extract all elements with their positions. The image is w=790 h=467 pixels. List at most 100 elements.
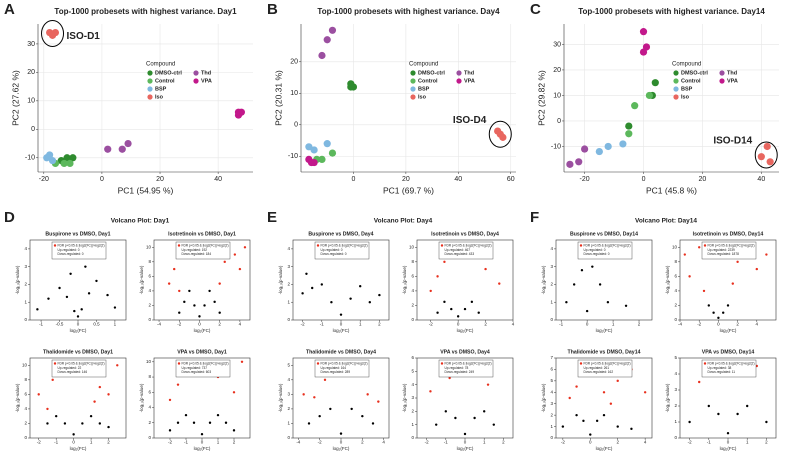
y-tick-label: 2 (674, 403, 677, 408)
y-tick-label: 2 (411, 409, 414, 414)
x-axis-label: log₂(FC) (194, 446, 211, 451)
x-tick-label: 60 (507, 176, 515, 183)
legend-swatch (456, 70, 462, 76)
point (89, 414, 93, 418)
legend-label: FDR p<0.05 & |log2(FC)|>log2(2) (58, 361, 105, 365)
point (198, 315, 201, 318)
x-tick-label: 1 (612, 322, 615, 327)
point (176, 421, 180, 424)
y-tick-label: 6 (148, 274, 151, 279)
y-tick-label: 0 (148, 435, 151, 440)
legend-box (175, 241, 231, 260)
annotation: ISO-D4 (453, 115, 487, 126)
point (470, 300, 474, 304)
legend-box (314, 241, 370, 260)
point (746, 404, 749, 408)
point (46, 407, 49, 411)
y-tick-label: 6 (550, 367, 553, 372)
x-axis-label: log₂(FC) (720, 328, 737, 333)
legend-note: Up-regulated: 192 (182, 248, 208, 252)
legend-swatch (673, 94, 679, 100)
point (80, 308, 83, 311)
x-tick-label: 1 (90, 440, 93, 445)
point (216, 413, 220, 417)
y-tick-label: 2 (287, 282, 290, 287)
legend-label: DMSO-ctrl (681, 70, 708, 76)
y-axis-label: PC2 (27.62 %) (10, 70, 20, 126)
point (213, 300, 216, 304)
point (60, 159, 68, 168)
point (188, 289, 191, 293)
y-tick-label: 0 (557, 118, 561, 125)
point (731, 282, 734, 285)
y-tick-label: 3 (674, 387, 677, 392)
point (585, 309, 589, 313)
y-axis-label: -log₁₀(p-value) (139, 265, 144, 294)
point (688, 275, 691, 278)
y-axis-label: -log₁₀(p-value) (541, 265, 546, 294)
panel-label: E (267, 209, 277, 226)
y-tick-label: 5 (287, 362, 290, 367)
legend-swatch (410, 86, 416, 92)
legend-note: Down-regulated: 249 (445, 370, 475, 374)
x-tick-label: -2 (301, 322, 305, 327)
y-tick-label: 5 (411, 369, 414, 374)
point (630, 427, 633, 431)
legend-title: Compound (409, 62, 438, 68)
point (36, 308, 39, 311)
point (37, 393, 40, 396)
legend-note: Up-regulated: 38 (708, 366, 732, 370)
chart-title: Thalidomide vs DMSO, Day14 (568, 349, 641, 355)
y-axis-label: -log₁₀(p-value) (139, 383, 144, 412)
legend-box (314, 359, 370, 378)
legend-swatch (703, 244, 707, 247)
point (486, 383, 490, 386)
legend-label: Thd (464, 70, 474, 76)
point (192, 421, 196, 424)
y-tick-label: 0 (550, 435, 553, 440)
x-tick-label: -2 (561, 440, 565, 445)
y-axis-label: -log₁₀(p-value) (665, 383, 670, 412)
point (203, 304, 206, 307)
point (178, 311, 181, 314)
point (429, 289, 432, 293)
point (602, 413, 606, 417)
point (625, 130, 633, 138)
legend-swatch (177, 362, 181, 365)
point (58, 286, 61, 290)
y-tick-label: 30 (27, 41, 35, 48)
x-axis-label: log₂(FC) (194, 328, 211, 333)
x-tick-label: 2 (502, 440, 505, 445)
group-title: Volcano Plot: Day14 (635, 218, 697, 225)
x-axis-label: log₂(FC) (333, 446, 350, 451)
point (339, 313, 343, 316)
point (104, 145, 112, 153)
plot-frame (679, 357, 777, 439)
chart-title: Isotretinoin vs DMSO, Day14 (693, 231, 764, 237)
y-tick-label: 4 (674, 371, 677, 376)
point (124, 139, 132, 148)
point (63, 422, 67, 425)
x-tick-label: 0 (457, 322, 460, 327)
legend-note: Up-regulated: 164 (321, 366, 347, 370)
point (233, 253, 237, 256)
legend-title: Compound (672, 62, 701, 68)
y-axis-label: -log₁₀(p-value) (665, 265, 670, 294)
point (366, 393, 369, 396)
point (234, 108, 243, 116)
x-tick-label: 2 (233, 440, 236, 445)
point (184, 413, 188, 417)
y-axis-label: -log₁₀(p-value) (541, 383, 546, 412)
point (436, 311, 439, 314)
y-tick-label: 4 (148, 405, 151, 410)
y-tick-label: 3 (411, 395, 414, 400)
x-axis-label: PC1 (69.7 %) (383, 185, 434, 195)
y-tick-label: 1 (411, 422, 414, 427)
y-tick-label: 2 (148, 420, 151, 425)
legend-swatch (410, 94, 416, 100)
point (224, 421, 228, 424)
legend-label: DMSO-ctrl (418, 70, 445, 76)
legend-label: FDR p<0.05 & |log2(FC)|>log2(2) (321, 361, 368, 365)
x-tick-label: -4 (157, 322, 161, 327)
point (561, 425, 565, 428)
